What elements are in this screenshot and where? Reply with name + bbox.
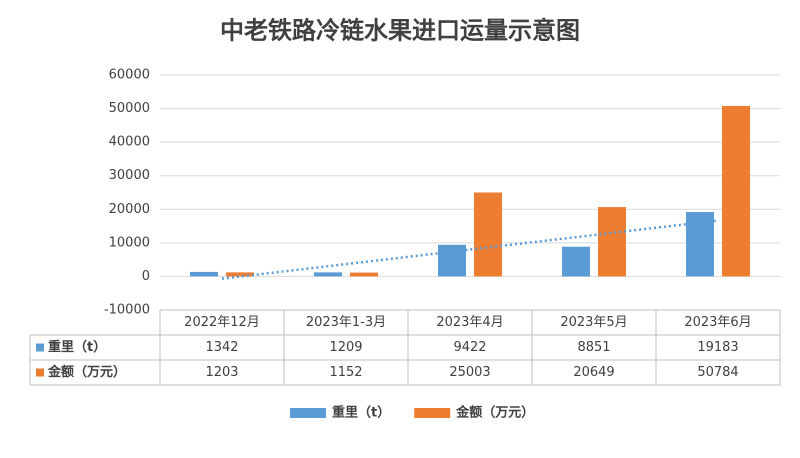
bar [722, 105, 750, 277]
table-cell: 19183 [697, 340, 738, 355]
table-cell: 25003 [449, 365, 490, 380]
x-tick-label: 2023年4月 [436, 315, 503, 330]
table-legend-key [36, 368, 44, 377]
x-tick-label: 2023年5月 [560, 315, 627, 330]
trend-line [221, 219, 719, 280]
x-tick-label: 2023年1-3月 [306, 315, 386, 330]
y-tick-label: 0 [142, 269, 150, 284]
bar [562, 246, 590, 277]
chart-title: 中老铁路冷链水果进口运量示意图 [220, 16, 580, 45]
legend-swatch [414, 408, 451, 418]
table-row-label: 金额（万元） [47, 364, 126, 380]
table-cell: 8851 [577, 340, 610, 355]
y-tick-label: 50000 [109, 101, 150, 116]
bar [474, 192, 502, 277]
bar [226, 272, 254, 277]
bar [190, 271, 218, 277]
y-tick-label: 40000 [109, 135, 150, 150]
table-row-label: 重里（t） [48, 339, 106, 355]
table-cell: 1342 [205, 340, 238, 355]
table-cell: 9422 [453, 340, 486, 355]
x-tick-label: 2023年6月 [684, 315, 751, 330]
y-tick-label: 20000 [109, 202, 150, 217]
table-cell: 1152 [329, 365, 362, 380]
x-tick-label: 2022年12月 [184, 315, 260, 330]
y-tick-label: 10000 [109, 235, 150, 250]
y-tick-label: 30000 [109, 168, 150, 183]
table-cell: 50784 [697, 365, 738, 380]
table-cell: 1203 [205, 365, 238, 380]
table-legend-key [36, 343, 44, 352]
y-tick-label: 60000 [109, 68, 150, 83]
table-cell: 1209 [329, 340, 362, 355]
bar [598, 207, 626, 277]
y-tick-label: -10000 [104, 303, 150, 318]
bar [350, 272, 378, 277]
legend-label: 金额（万元） [455, 405, 534, 421]
table-cell: 20649 [573, 365, 614, 380]
bar [314, 272, 342, 277]
legend-swatch [290, 408, 326, 418]
legend-label: 重里（t） [332, 405, 390, 421]
